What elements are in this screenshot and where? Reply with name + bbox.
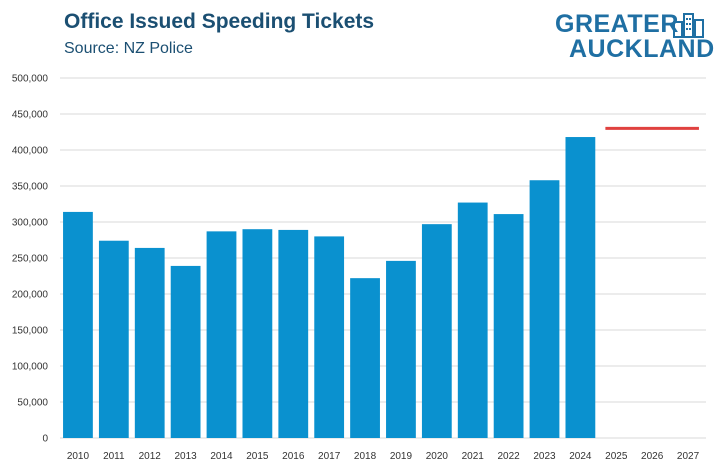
logo-text-line1: GREATER bbox=[555, 10, 679, 38]
y-tick-label: 350,000 bbox=[12, 182, 49, 193]
x-tick-label: 2023 bbox=[533, 451, 556, 462]
bar bbox=[350, 278, 380, 438]
y-tick-label: 450,000 bbox=[12, 110, 49, 121]
x-tick-label: 2014 bbox=[210, 451, 233, 462]
bar bbox=[421, 224, 452, 438]
greater-auckland-logo: GREATER AUCKLAND bbox=[555, 10, 714, 64]
bar bbox=[386, 260, 416, 438]
bar bbox=[314, 236, 345, 438]
y-tick-label: 200,000 bbox=[12, 290, 49, 301]
x-tick-label: 2018 bbox=[354, 451, 377, 462]
bar bbox=[529, 180, 560, 439]
x-tick-label: 2012 bbox=[139, 451, 162, 462]
y-tick-label: 50,000 bbox=[17, 398, 48, 409]
skyline-icon bbox=[673, 13, 704, 38]
x-tick-label: 2020 bbox=[426, 451, 449, 462]
x-tick-label: 2025 bbox=[605, 451, 628, 462]
y-tick-label: 500,000 bbox=[12, 74, 49, 85]
bar bbox=[206, 231, 237, 438]
x-tick-label: 2021 bbox=[462, 451, 485, 462]
chart-title: Office Issued Speeding Tickets bbox=[64, 10, 375, 33]
x-tick-label: 2027 bbox=[677, 451, 700, 462]
x-tick-label: 2015 bbox=[246, 451, 269, 462]
bar bbox=[242, 229, 273, 438]
x-tick-label: 2019 bbox=[390, 451, 413, 462]
bar bbox=[493, 214, 524, 438]
logo-text-line2: AUCKLAND bbox=[569, 35, 715, 63]
y-tick-label: 400,000 bbox=[12, 146, 49, 157]
x-tick-label: 2026 bbox=[641, 451, 664, 462]
bar bbox=[457, 202, 488, 438]
y-tick-label: 300,000 bbox=[12, 218, 49, 229]
bar bbox=[565, 137, 596, 439]
x-tick-label: 2016 bbox=[282, 451, 305, 462]
x-tick-label: 2024 bbox=[569, 451, 592, 462]
bar bbox=[98, 240, 129, 438]
bar bbox=[170, 265, 201, 438]
x-tick-label: 2011 bbox=[103, 451, 125, 462]
bar bbox=[134, 247, 165, 438]
x-tick-label: 2017 bbox=[318, 451, 341, 462]
y-tick-label: 250,000 bbox=[12, 254, 49, 265]
bar bbox=[278, 229, 309, 438]
x-tick-label: 2010 bbox=[67, 451, 90, 462]
chart-subtitle: Source: NZ Police bbox=[64, 40, 193, 57]
bar bbox=[63, 211, 93, 438]
x-tick-label: 2013 bbox=[174, 451, 197, 462]
y-tick-label: 0 bbox=[42, 434, 48, 445]
y-tick-label: 150,000 bbox=[12, 326, 49, 337]
x-tick-label: 2022 bbox=[497, 451, 520, 462]
y-tick-label: 100,000 bbox=[12, 362, 49, 373]
